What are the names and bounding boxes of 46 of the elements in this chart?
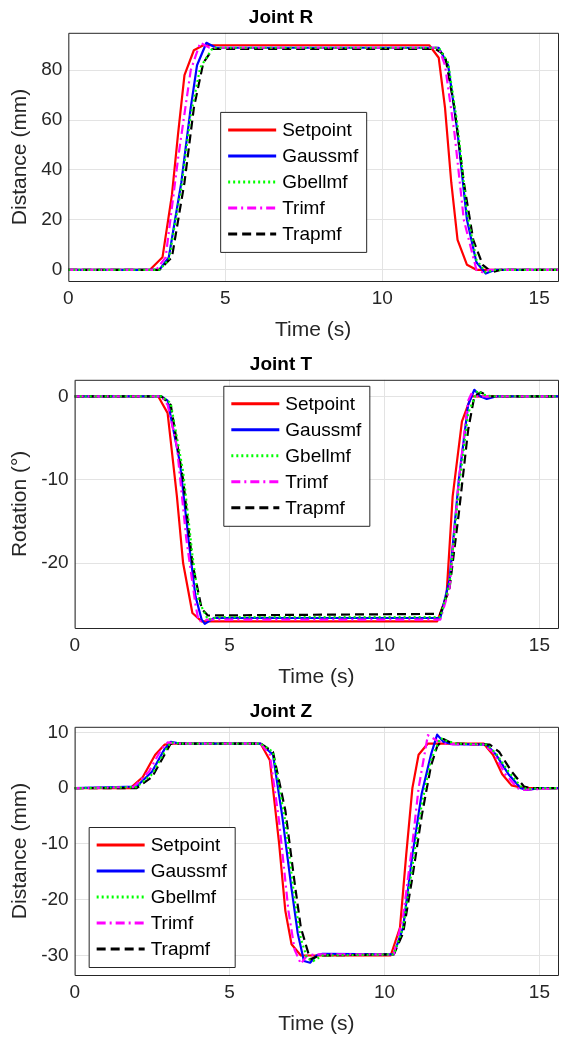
y-tick-label: 40 (41, 158, 63, 180)
x-tick-label: 10 (371, 286, 393, 308)
x-axis-title: Time (s) (278, 664, 355, 688)
legend-label: Trimf (150, 912, 194, 934)
legend-label: Trapmf (285, 497, 346, 519)
y-axis-title: Rotation (°) (7, 450, 31, 558)
y-tick-label: 80 (41, 58, 63, 80)
legend-label: Gaussmf (285, 419, 363, 441)
y-axis-title: Distance (mm) (7, 782, 31, 920)
y-tick-label: 10 (47, 720, 69, 742)
y-tick-label: 20 (41, 208, 63, 230)
x-tick-label: 15 (528, 286, 550, 308)
legend-label: Gaussmf (150, 860, 228, 882)
x-tick-label: 15 (528, 980, 550, 1002)
y-tick-label: -20 (41, 551, 69, 573)
y-axis-title: Distance (mm) (7, 88, 31, 226)
legend-label: Gbellmf (150, 886, 217, 908)
x-tick-label: 10 (373, 980, 396, 1002)
legend-label: Trimf (285, 471, 329, 493)
x-tick-label: 5 (219, 286, 231, 308)
chart-title: Joint T (249, 352, 313, 374)
y-tick-label: -10 (41, 832, 69, 854)
y-tick-label: 0 (58, 384, 69, 406)
legend-label: Trimf (282, 197, 326, 219)
x-tick-label: 5 (224, 980, 235, 1002)
y-tick-label: -10 (41, 467, 69, 489)
x-axis-title: Time (s) (275, 317, 352, 341)
x-axis-title: Time (s) (278, 1011, 355, 1035)
chart-title: Joint R (248, 5, 314, 27)
x-tick-label: 5 (224, 633, 235, 655)
legend-label: Setpoint (285, 393, 356, 415)
x-tick-label: 15 (528, 633, 550, 655)
legend-label: Trapmf (282, 223, 343, 245)
legend-label: Gbellmf (282, 171, 349, 193)
y-tick-label: -20 (41, 887, 69, 909)
y-tick-label: -30 (41, 943, 69, 965)
legend-label: Trapmf (150, 938, 211, 960)
legend-label: Setpoint (282, 119, 353, 141)
legend-label: Gbellmf (285, 445, 352, 467)
legend-label: Setpoint (150, 834, 222, 856)
y-tick-label: 0 (58, 776, 69, 798)
y-tick-label: 60 (41, 108, 63, 130)
y-tick-label: 0 (51, 258, 63, 280)
legend-label: Gaussmf (282, 145, 359, 167)
x-tick-label: 10 (373, 633, 396, 655)
chart-title: Joint Z (249, 699, 313, 721)
